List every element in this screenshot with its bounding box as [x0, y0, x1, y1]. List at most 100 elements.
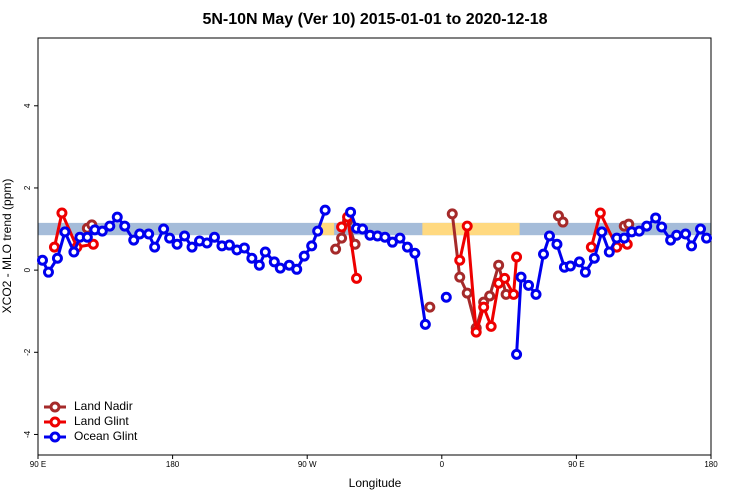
plot-frame [37, 37, 712, 456]
point [585, 241, 597, 253]
point [485, 320, 497, 332]
point [336, 221, 348, 233]
point [379, 231, 391, 243]
point [330, 243, 342, 255]
point [511, 348, 523, 360]
point [158, 223, 170, 235]
point [579, 266, 591, 278]
x-tick-label: 90 E [568, 460, 584, 469]
point [454, 271, 466, 283]
point [478, 301, 490, 313]
point [446, 208, 458, 220]
point [588, 252, 600, 264]
point [208, 231, 220, 243]
point [564, 260, 576, 272]
point [291, 263, 303, 275]
point [671, 229, 683, 241]
point [461, 287, 473, 299]
point [42, 266, 54, 278]
point [618, 232, 630, 244]
legend-label: Land Glint [74, 414, 129, 428]
y-tick-label: -4 [23, 430, 32, 438]
point [223, 239, 235, 251]
point [319, 204, 331, 216]
point [537, 248, 549, 260]
point [246, 252, 258, 264]
point [686, 240, 698, 252]
point [573, 256, 585, 268]
point [81, 231, 93, 243]
point [454, 254, 466, 266]
point [470, 326, 482, 338]
point [96, 225, 108, 237]
point [401, 241, 413, 253]
point [440, 291, 452, 303]
point [594, 207, 606, 219]
legend-label: Ocean Glint [74, 429, 138, 443]
chart-title: 5N-10N May (Ver 10) 2015-01-01 to 2020-1… [202, 11, 547, 28]
point [424, 301, 436, 313]
point [351, 272, 363, 284]
legend-marker [49, 401, 61, 413]
point [656, 221, 668, 233]
point [128, 234, 140, 246]
y-tick-label: 0 [23, 267, 32, 272]
point [461, 220, 473, 232]
point [298, 250, 310, 262]
point [119, 220, 131, 232]
point [701, 232, 713, 244]
point [253, 259, 265, 271]
point [523, 279, 535, 291]
x-tick-label: 0 [440, 460, 445, 469]
point [268, 256, 280, 268]
x-tick-label: 180 [704, 460, 718, 469]
reference-band [38, 222, 711, 236]
point [56, 207, 68, 219]
y-axis-label: XCO2 - MLO trend (ppm) [0, 179, 14, 314]
point [36, 254, 48, 266]
point [312, 225, 324, 237]
point [409, 247, 421, 259]
point [149, 241, 161, 253]
point [171, 238, 183, 250]
point [499, 272, 511, 284]
point [515, 271, 527, 283]
point [484, 290, 496, 302]
point [603, 246, 615, 258]
point [557, 216, 569, 228]
point [680, 228, 692, 240]
point [394, 232, 406, 244]
point [695, 223, 707, 235]
legend-marker [49, 431, 61, 443]
point [143, 228, 155, 240]
legend-label: Land Nadir [74, 399, 133, 413]
point [51, 252, 63, 264]
point [179, 230, 191, 242]
point [134, 228, 146, 240]
point [87, 238, 99, 250]
point [48, 241, 60, 253]
point [59, 226, 71, 238]
point [493, 259, 505, 271]
point [530, 288, 542, 300]
point [357, 223, 369, 235]
point [186, 241, 198, 253]
y-tick-label: -2 [23, 348, 32, 356]
legend-marker [49, 416, 61, 428]
point [259, 246, 271, 258]
point [274, 262, 286, 274]
point [641, 220, 653, 232]
x-axis-label: Longitude [349, 476, 402, 490]
point [306, 240, 318, 252]
x-tick-label: 90 E [30, 460, 46, 469]
point [543, 230, 555, 242]
point [201, 237, 213, 249]
point [633, 225, 645, 237]
point [511, 251, 523, 263]
point [345, 206, 357, 218]
point [104, 220, 116, 232]
point [68, 246, 80, 258]
x-tick-label: 90 W [298, 460, 317, 469]
y-tick-label: 4 [23, 103, 32, 108]
